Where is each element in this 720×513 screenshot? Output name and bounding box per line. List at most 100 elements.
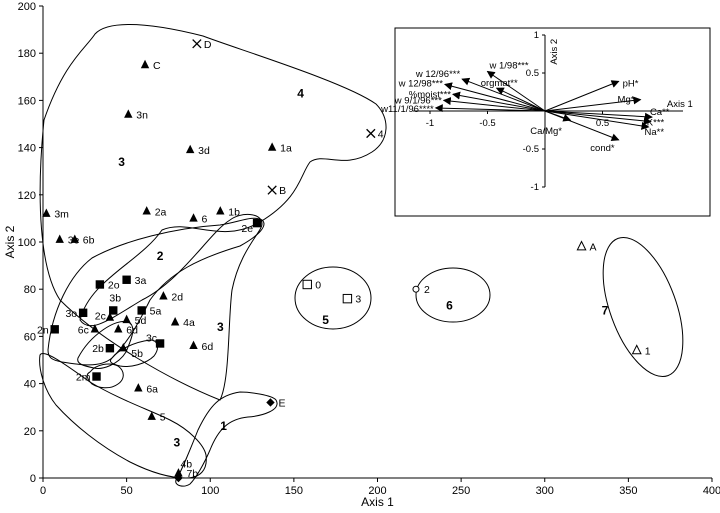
data-point: C bbox=[140, 59, 161, 72]
vector-label: Ca** bbox=[650, 107, 670, 118]
point-label: 2c bbox=[95, 311, 106, 323]
group-label: 6 bbox=[446, 299, 453, 313]
point-label: 2m bbox=[76, 372, 91, 384]
data-point: 6d bbox=[114, 324, 138, 336]
x-tick-label: 150 bbox=[285, 485, 303, 497]
group-5-inner-outline bbox=[109, 339, 158, 367]
point-label: 2n bbox=[37, 324, 49, 336]
group-label: 2 bbox=[157, 249, 164, 263]
point-label: B bbox=[279, 185, 286, 197]
vector-arrow bbox=[544, 110, 653, 121]
triangle-marker bbox=[189, 213, 198, 222]
vector-label: Mg* bbox=[618, 95, 635, 106]
data-point: 6c bbox=[78, 324, 100, 336]
triangle-marker bbox=[189, 340, 198, 350]
triangle-marker bbox=[267, 142, 277, 151]
point-label: 0 bbox=[315, 279, 321, 291]
x-tick-label: 50 bbox=[121, 485, 133, 497]
data-point: 3c bbox=[146, 332, 165, 348]
y-tick-label: 80 bbox=[24, 284, 36, 296]
square-marker bbox=[252, 218, 262, 228]
data-point: 2b bbox=[92, 343, 115, 355]
vector-label: Na** bbox=[645, 127, 665, 138]
point-label: A bbox=[590, 242, 597, 254]
open-square-marker bbox=[342, 293, 353, 304]
inset-vector: Ca/Mg* bbox=[530, 110, 572, 137]
y-tick-label: 100 bbox=[18, 237, 36, 249]
data-point: 1a bbox=[267, 142, 292, 155]
group-2m-outline bbox=[86, 363, 124, 389]
x-tick-label: 400 bbox=[703, 485, 720, 497]
y-tick-label: 60 bbox=[24, 331, 36, 343]
point-label: 6 bbox=[202, 213, 208, 225]
data-point: 0 bbox=[302, 279, 321, 291]
point-label: D bbox=[204, 39, 212, 51]
square-marker bbox=[109, 306, 118, 315]
point-label: 3n bbox=[136, 110, 148, 122]
point-label: 5b bbox=[131, 348, 143, 360]
vector-arrow bbox=[544, 110, 650, 130]
diamond-marker bbox=[266, 398, 275, 407]
data-point: 6 bbox=[189, 213, 208, 225]
inset-vector: Na** bbox=[544, 110, 665, 138]
triangle-marker bbox=[42, 208, 51, 217]
triangle-marker bbox=[122, 314, 131, 324]
vector-arrow bbox=[443, 82, 546, 112]
vector-arrow bbox=[434, 104, 546, 113]
y-tick-label: 200 bbox=[18, 1, 36, 13]
group-3-lower-outline bbox=[39, 353, 207, 479]
data-point: 1 bbox=[631, 344, 651, 358]
data-point: 4a bbox=[170, 317, 195, 329]
data-point: 3o bbox=[65, 308, 88, 320]
group-label: 3 bbox=[118, 155, 125, 169]
cross-marker bbox=[267, 185, 277, 195]
inset-y-tick-label: -1 bbox=[531, 182, 539, 193]
y-tick-label: 40 bbox=[24, 379, 36, 391]
x-tick-label: 250 bbox=[452, 485, 470, 497]
open-circle-marker bbox=[412, 285, 420, 293]
point-label: 2a bbox=[155, 206, 167, 218]
data-point: 6b bbox=[70, 234, 95, 247]
open-triangle-marker bbox=[631, 344, 642, 355]
point-label: 3d bbox=[198, 145, 210, 157]
point-label: 5d bbox=[135, 315, 147, 327]
triangle-marker bbox=[55, 234, 64, 243]
square-marker bbox=[78, 308, 88, 317]
group-label: 3 bbox=[173, 436, 180, 450]
inset-vector: w11/1/96**** bbox=[380, 104, 546, 115]
triangle-marker bbox=[105, 312, 115, 321]
group-2-outline bbox=[47, 217, 265, 366]
data-point: 3n bbox=[124, 109, 148, 122]
open-square-marker bbox=[302, 279, 312, 290]
point-label: 6d bbox=[202, 341, 214, 353]
point-label: 2b bbox=[92, 343, 104, 355]
vector-label: pH* bbox=[623, 78, 639, 89]
group-6-outline bbox=[415, 267, 491, 323]
inset-biplot: -1 -0.5 0.5 1 0.5 -0.5 -1 Axis 1 Axis 2 w 12/96**… bbox=[380, 27, 711, 217]
data-point: 7b bbox=[174, 468, 198, 483]
point-label: C bbox=[153, 60, 161, 72]
point-label: 3m bbox=[54, 209, 69, 221]
triangle-marker bbox=[140, 59, 150, 69]
data-point: 2d bbox=[159, 291, 183, 303]
square-marker bbox=[50, 325, 59, 334]
group-label: 7 bbox=[602, 303, 609, 317]
group-1-outline bbox=[175, 391, 278, 487]
inset-x-tick-label: -1 bbox=[426, 118, 434, 129]
inset-vector: w 9/1/96*** bbox=[394, 95, 546, 112]
inset-vector: pH* bbox=[544, 78, 639, 112]
y-tick-label: 120 bbox=[18, 190, 36, 202]
point-label: 4a bbox=[183, 317, 195, 329]
point-label: 2e bbox=[241, 223, 253, 235]
data-point: 2m bbox=[76, 372, 101, 384]
data-points: DC3n3d1a4B3m2a61b2e3e6b3a2o2d3b5a3o2c5d4… bbox=[37, 39, 651, 483]
vector-label: w 12/98*** bbox=[398, 78, 444, 89]
triangle-marker bbox=[170, 317, 180, 326]
inset-vector: %moist*** bbox=[409, 89, 546, 112]
cross-marker bbox=[366, 128, 376, 139]
point-label: 5a bbox=[150, 305, 162, 317]
inset-y-axis-title: Axis 2 bbox=[549, 39, 560, 65]
triangle-marker bbox=[119, 343, 128, 352]
y-tick-label: 0 bbox=[30, 473, 36, 485]
inset-vector: w 1/98*** bbox=[486, 60, 546, 112]
